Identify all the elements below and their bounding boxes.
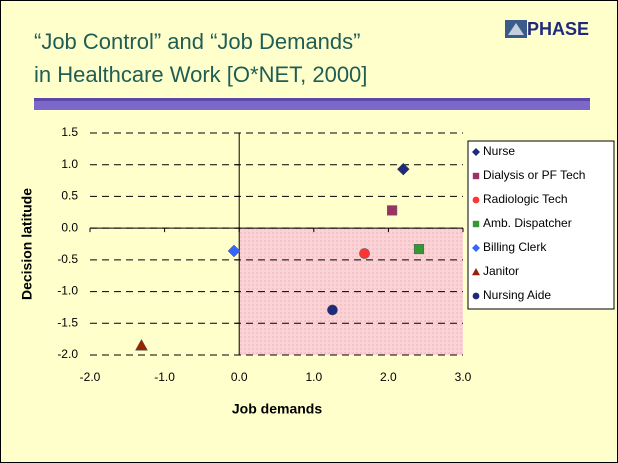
marker-square xyxy=(472,220,480,228)
legend-label: Amb. Dispatcher xyxy=(483,216,572,230)
y-tick-label: 1.0 xyxy=(61,157,78,171)
x-tick-label: 1.0 xyxy=(305,370,322,384)
logo-icon-shape xyxy=(508,23,524,35)
marker-diamond xyxy=(396,162,410,176)
logo: PHASE xyxy=(505,19,589,39)
y-axis-label: Decision latitude xyxy=(19,188,35,300)
marker-circle xyxy=(472,292,480,300)
y-tick-label: 0.5 xyxy=(61,189,78,203)
marker-triangle xyxy=(472,268,480,276)
marker-diamond xyxy=(472,148,480,156)
marker-diamond xyxy=(227,244,241,258)
legend-label: Dialysis or PF Tech xyxy=(483,168,585,182)
y-tick-label: -2.0 xyxy=(57,347,78,361)
marker-square xyxy=(413,244,425,255)
title-line: in Healthcare Work [O*NET, 2000] xyxy=(34,62,367,87)
title-line: “Job Control” and “Job Demands” xyxy=(34,29,360,54)
x-axis-label: Job demands xyxy=(232,401,322,417)
x-tick-label: -1.0 xyxy=(154,370,175,384)
legend-label: Radiologic Tech xyxy=(483,192,568,206)
y-tick-label: -1.5 xyxy=(57,315,78,329)
legend-label: Janitor xyxy=(483,264,519,278)
marker-diamond xyxy=(472,244,480,252)
title-rule-edge xyxy=(34,98,590,101)
y-tick-label: -1.0 xyxy=(57,284,78,298)
x-tick-label: -2.0 xyxy=(80,370,101,384)
legend-box xyxy=(467,140,615,310)
marker-circle xyxy=(472,196,480,204)
x-tick-label: 3.0 xyxy=(455,370,472,384)
x-tick-label: 2.0 xyxy=(380,370,397,384)
y-tick-label: -0.5 xyxy=(57,252,78,266)
y-tick-label: 0.0 xyxy=(61,220,78,234)
logo-text: PHASE xyxy=(527,19,589,39)
x-tick-label: 0.0 xyxy=(231,370,248,384)
y-tick-label: 1.5 xyxy=(61,125,78,139)
marker-circle xyxy=(359,248,370,259)
marker-square xyxy=(387,205,398,216)
marker-circle xyxy=(327,304,338,316)
marker-triangle xyxy=(135,338,148,351)
legend-label: Billing Clerk xyxy=(483,240,547,254)
legend-label: Nursing Aide xyxy=(483,288,551,302)
legend-label: Nurse xyxy=(483,144,515,158)
legend: Nurse Dialysis or PF Tech Radiologic Tech A… xyxy=(467,140,615,310)
marker-square xyxy=(472,172,480,180)
